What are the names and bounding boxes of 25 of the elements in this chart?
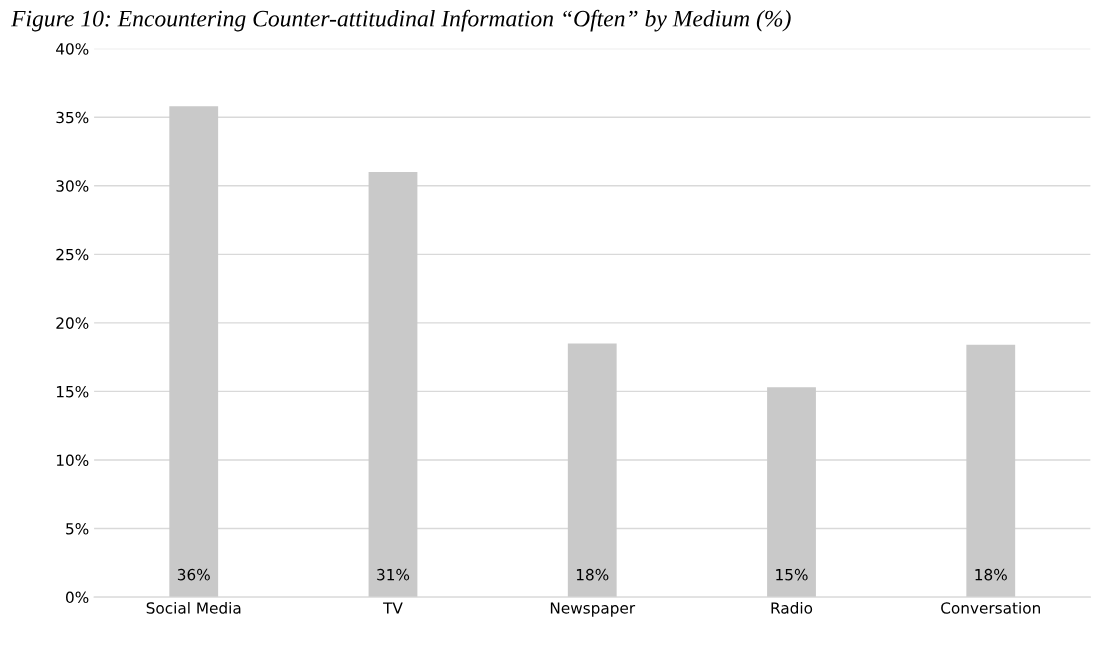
data-label: 15%	[776, 568, 808, 581]
data-label: 18%	[576, 568, 609, 581]
bar	[567, 343, 617, 598]
x-tick-label: TV	[383, 602, 403, 614]
data-label: 31%	[377, 568, 410, 581]
bar	[966, 344, 1016, 598]
y-tick-label: 25%	[56, 248, 89, 261]
x-tick-label: Social Media	[146, 601, 241, 614]
data-label: 18%	[975, 568, 1007, 581]
y-tick-label: 20%	[56, 317, 89, 329]
y-tick-label: 5%	[66, 522, 89, 535]
y-tick-label: 40%	[56, 43, 89, 55]
bar	[169, 106, 219, 598]
y-tick-label: 15%	[56, 385, 89, 398]
x-tick-label: Conversation	[941, 601, 1040, 614]
bar	[368, 172, 418, 598]
chart-title: Figure 10: Encountering Counter-attitudinal Information “Often” by Medium (%)	[10, 9, 791, 32]
bar	[767, 387, 816, 598]
y-tick-label: 0%	[66, 591, 89, 604]
y-tick-label: 30%	[56, 180, 89, 192]
x-tick-label: Newspaper	[550, 602, 636, 617]
x-tick-label: Radio	[771, 601, 813, 614]
y-tick-label: 35%	[56, 111, 89, 124]
y-tick-label: 10%	[56, 454, 89, 466]
data-label: 36%	[177, 568, 210, 581]
